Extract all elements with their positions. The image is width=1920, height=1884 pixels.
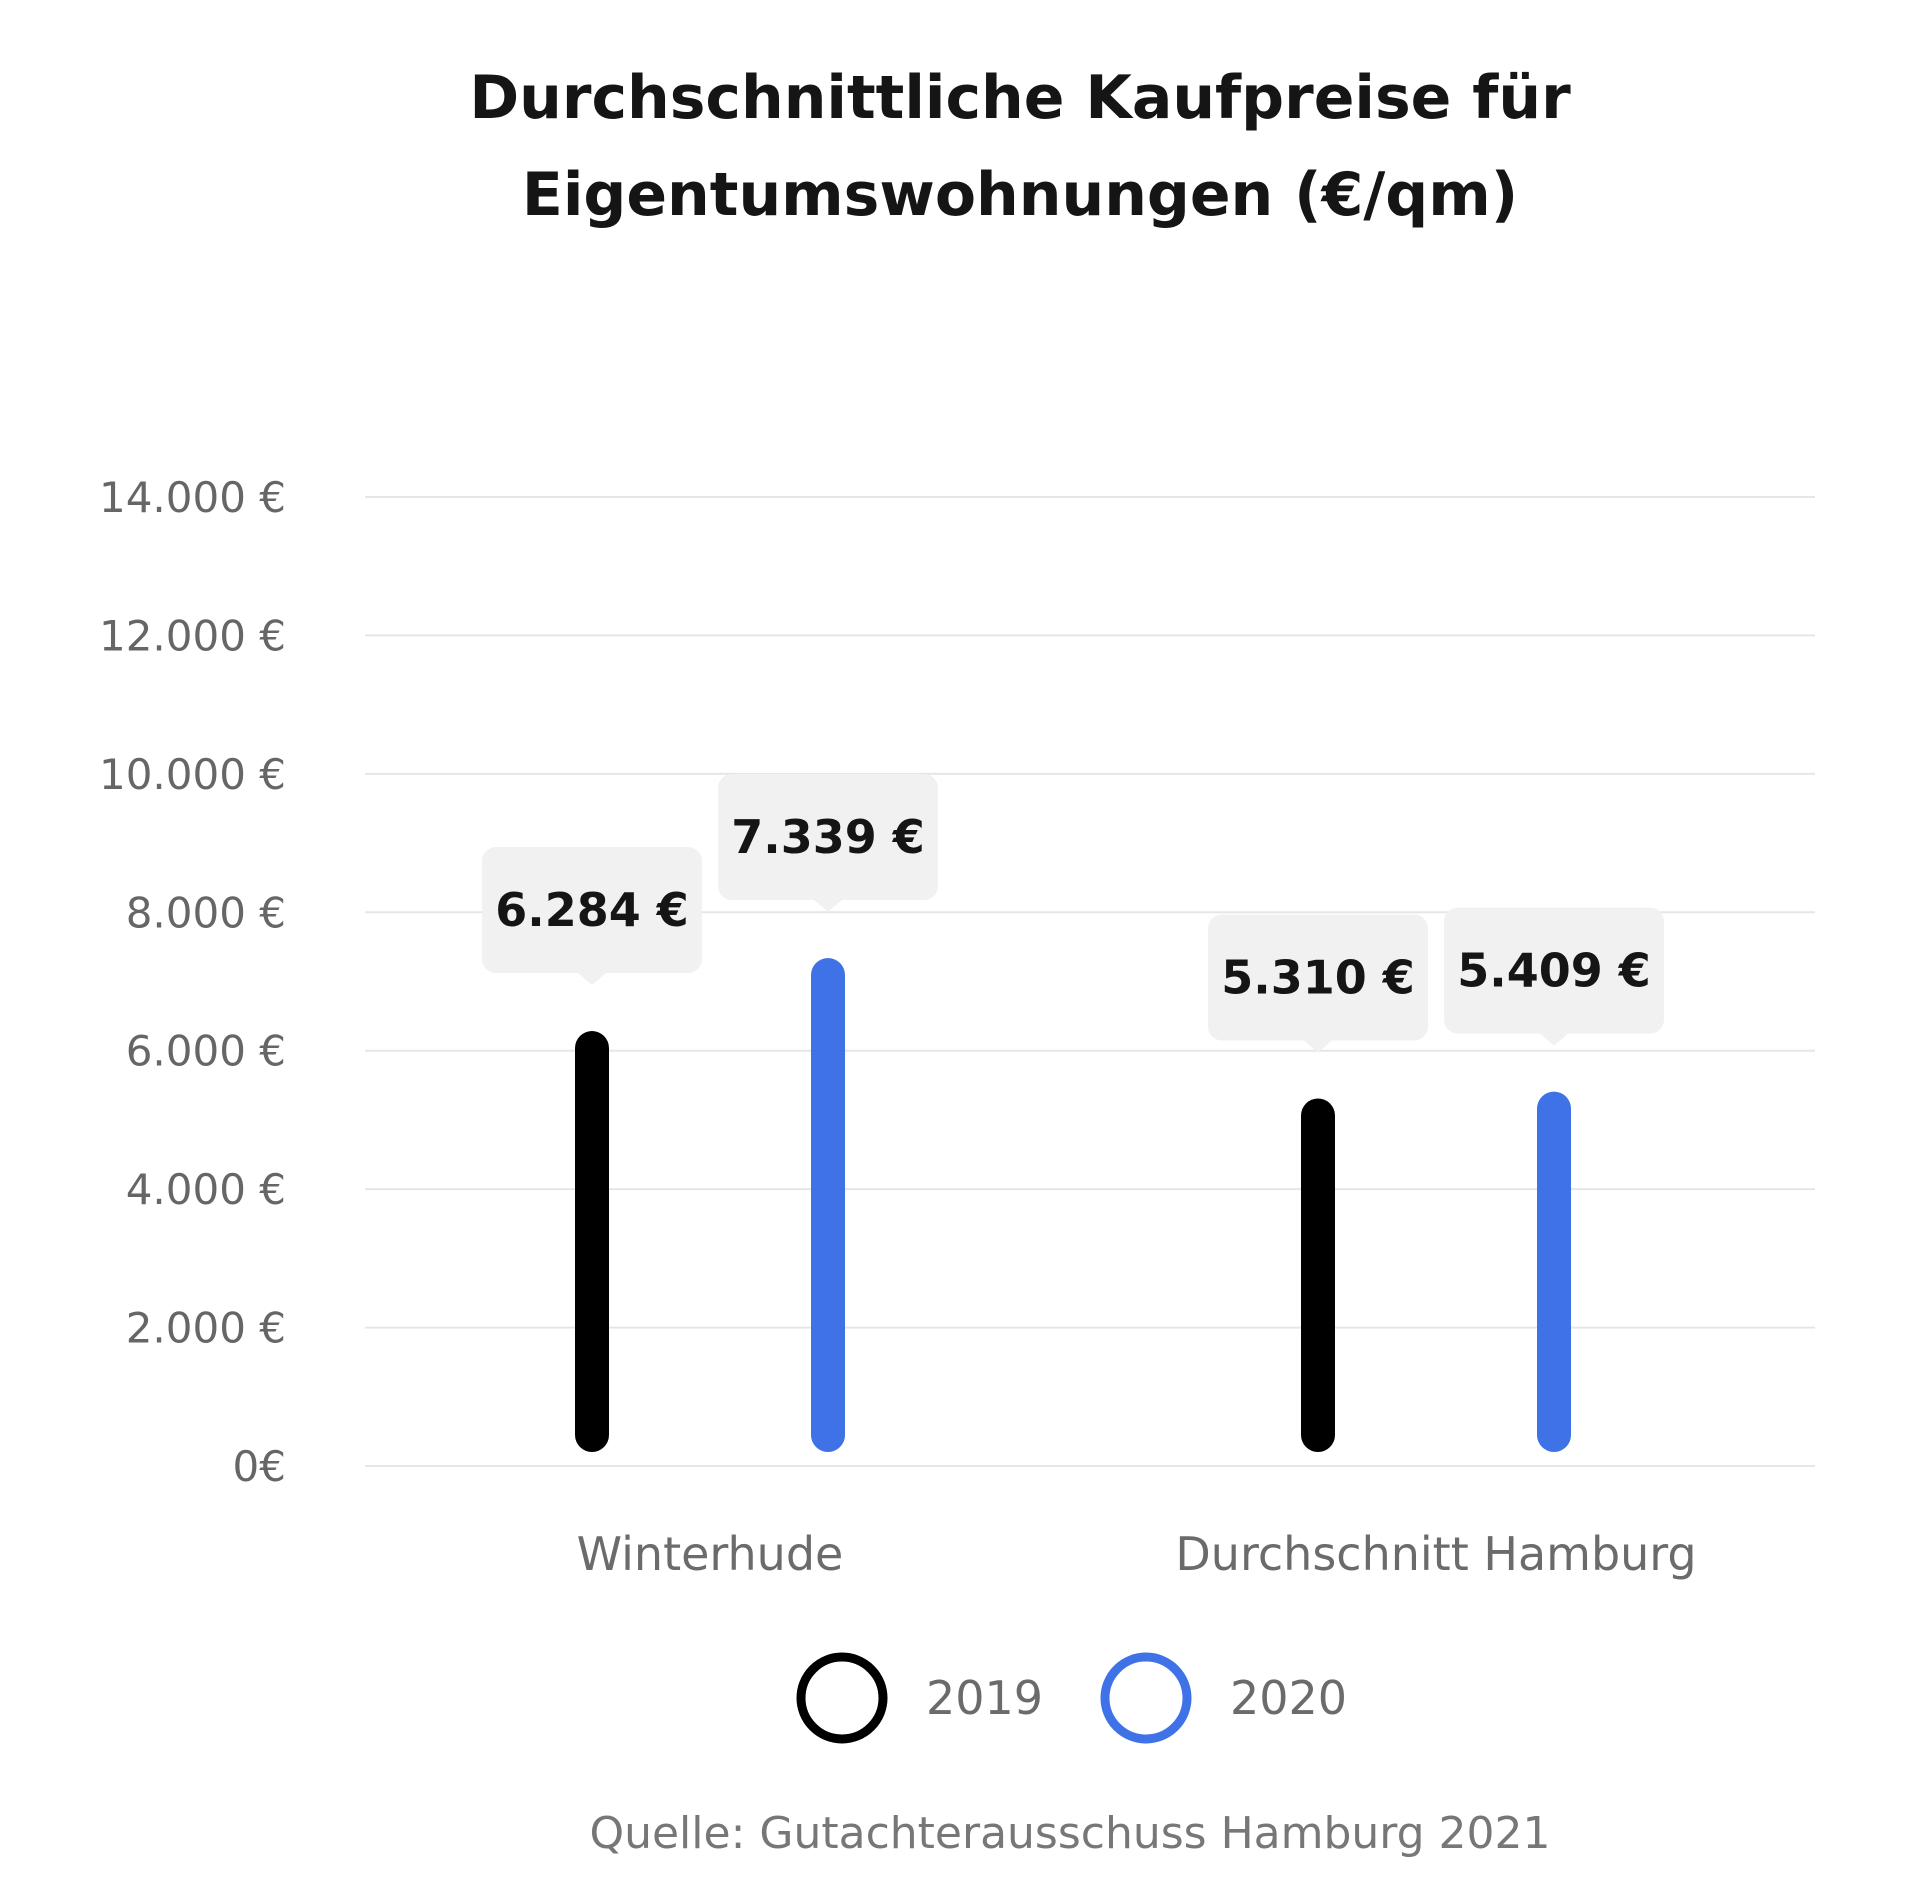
data-label-text: 5.409 €: [1457, 944, 1651, 998]
y-tick-label: 12.000 €: [99, 611, 286, 660]
y-tick-label: 4.000 €: [126, 1165, 286, 1214]
data-label-pointer: [1540, 1033, 1568, 1046]
legend-label: 2019: [926, 1671, 1043, 1725]
legend[interactable]: 2019 2020: [796, 1652, 1347, 1744]
chart-title-line-2: Eigentumswohnungen (€/qm): [522, 160, 1518, 230]
data-label-bubble: [482, 847, 702, 974]
x-category-label: Durchschnitt Hamburg: [1175, 1527, 1696, 1581]
y-tick-label: 10.000 €: [99, 750, 286, 799]
legend-marker: [796, 1652, 888, 1744]
data-label-bubble: [1208, 914, 1428, 1041]
data-label: 7.339 €: [718, 774, 938, 913]
data-labels: 6.284 € 5.310 € 7.339 € 5.409 €: [482, 774, 1664, 1053]
source-note: Quelle: Gutachterausschuss Hamburg 2021: [589, 1808, 1550, 1859]
legend-item[interactable]: 2020: [1100, 1652, 1347, 1744]
y-tick-label: 14.000 €: [99, 473, 286, 522]
legend-marker: [1100, 1652, 1192, 1744]
data-label-pointer: [814, 900, 842, 913]
legend-item[interactable]: 2019: [796, 1652, 1043, 1744]
bar[interactable]: [1301, 1098, 1335, 1452]
bar[interactable]: [811, 958, 845, 1452]
y-tick-label: 2.000 €: [126, 1304, 286, 1353]
data-label-pointer: [578, 973, 606, 986]
data-label-text: 7.339 €: [731, 810, 925, 864]
bar[interactable]: [575, 1031, 609, 1452]
data-label-text: 6.284 €: [495, 883, 689, 937]
bar[interactable]: [1537, 1091, 1571, 1452]
y-tick-label: 6.000 €: [126, 1027, 286, 1076]
legend-label: 2020: [1230, 1671, 1347, 1725]
data-label-bubble: [718, 774, 938, 901]
y-axis-ticks: 0€ 2.000 € 4.000 € 6.000 € 8.000 € 10.000 € 12…: [99, 473, 286, 1491]
chart-title-line-1: Durchschnittliche Kaufpreise für: [469, 63, 1571, 133]
y-tick-label: 8.000 €: [126, 888, 286, 937]
bars: [575, 958, 1571, 1452]
data-label: 5.409 €: [1444, 907, 1664, 1046]
data-label: 6.284 €: [482, 847, 702, 986]
data-label: 5.310 €: [1208, 914, 1428, 1053]
x-category-label: Winterhude: [577, 1527, 844, 1581]
y-tick-label: 0€: [233, 1442, 286, 1491]
data-label-text: 5.310 €: [1221, 950, 1415, 1004]
data-label-bubble: [1444, 907, 1664, 1034]
x-axis-categories: Winterhude Durchschnitt Hamburg: [577, 1527, 1697, 1581]
data-label-pointer: [1304, 1040, 1332, 1053]
